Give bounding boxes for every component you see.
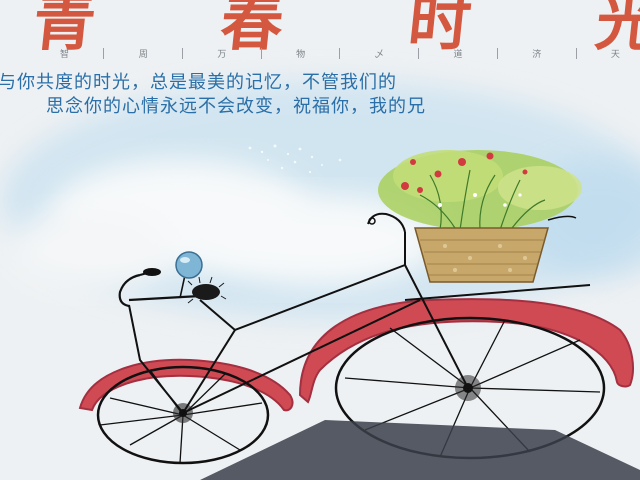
divider	[182, 47, 184, 59]
subtitle-word: 天	[610, 49, 620, 60]
bicycle-frame	[128, 232, 591, 414]
subtitle-word: 道	[453, 49, 463, 60]
divider	[260, 47, 262, 59]
divider	[339, 47, 341, 59]
verse-line-2: 思念你的心情永远不会改变，祝福你，我的兄	[46, 96, 426, 117]
divider	[496, 47, 498, 59]
flower-basket-icon	[367, 150, 582, 283]
verse-line-1: 与你共度的时光，总是最美的记忆，不管我们的	[0, 72, 397, 93]
cloud-icon	[10, 160, 440, 290]
divider	[103, 47, 105, 59]
subtitle-word: 济	[532, 49, 542, 60]
rear-wheel	[96, 365, 270, 465]
bell-icon	[175, 251, 203, 299]
subtitle-word: 周	[138, 49, 148, 60]
subtitle-word: 乄	[374, 49, 384, 60]
divider	[418, 47, 420, 59]
subtitle-word: 物	[296, 49, 306, 60]
subtitle-word: 万	[217, 49, 227, 60]
shadow-overlay	[200, 420, 640, 480]
divider	[575, 47, 577, 59]
subtitle-row: 智 周 万 物 乄 道 济 天	[60, 44, 620, 62]
subtitle-word: 智	[60, 49, 70, 60]
